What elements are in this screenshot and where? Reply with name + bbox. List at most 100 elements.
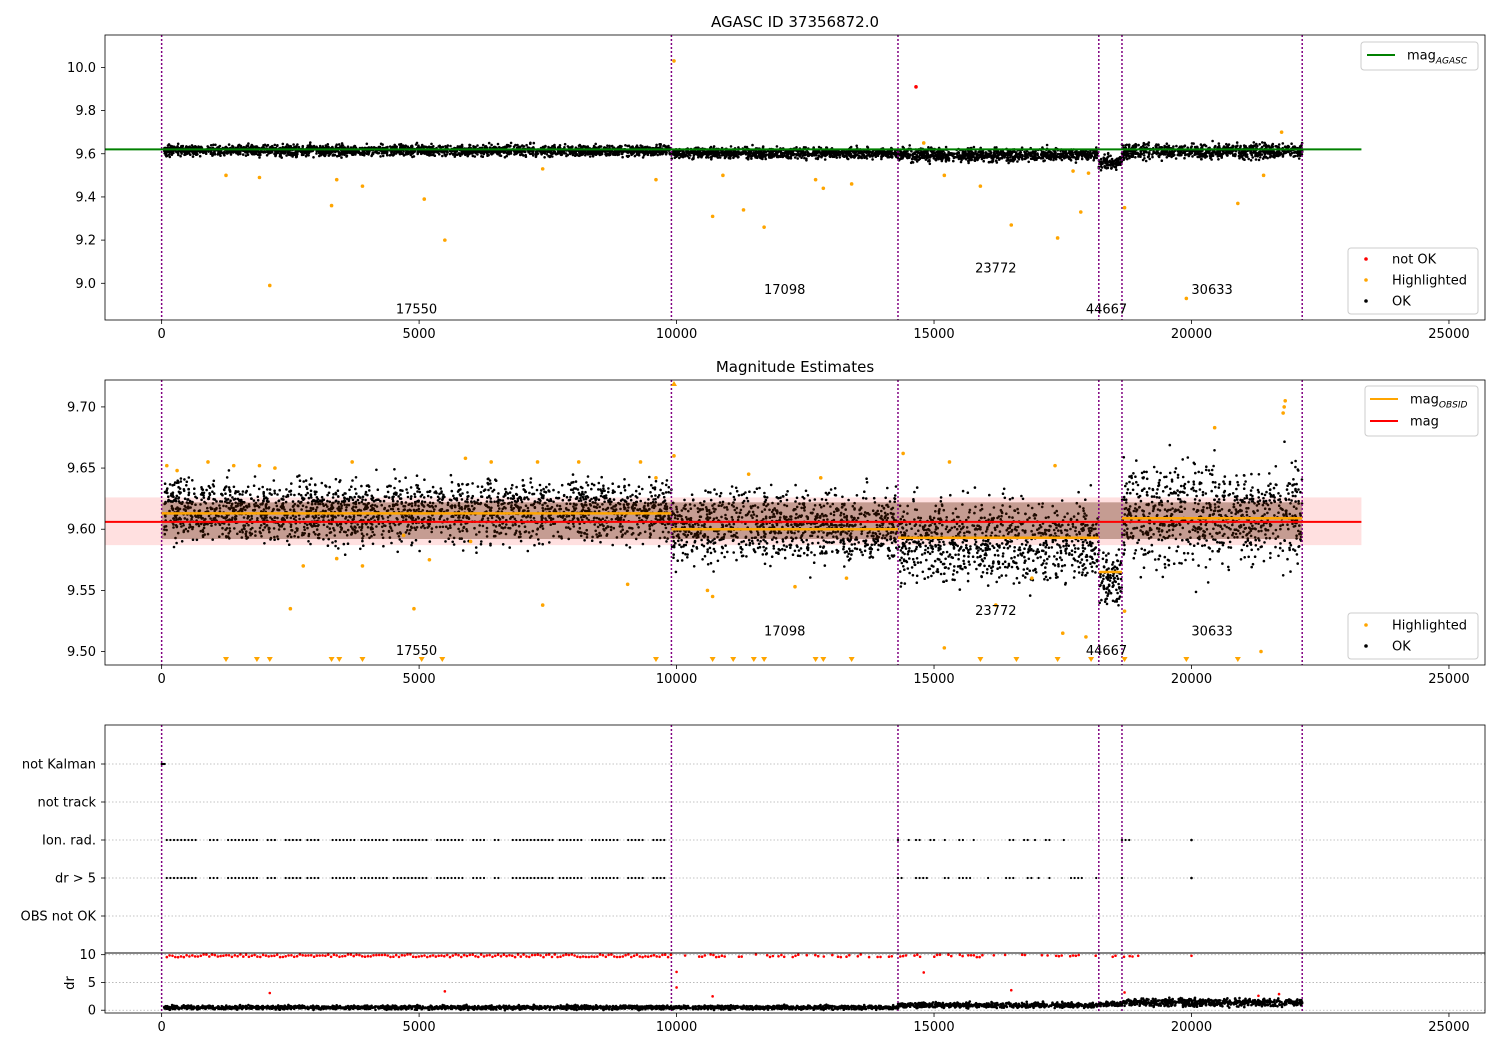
- panel1-ok-point: [750, 157, 753, 160]
- panel1-ok-point: [866, 146, 870, 149]
- panel1-ok-point: [861, 150, 864, 154]
- panel1-ok-point: [402, 144, 405, 148]
- panel1-ok-point: [812, 146, 815, 149]
- panel1-ok-point: [944, 159, 948, 162]
- panel1-ok-point: [611, 152, 614, 155]
- panel1-ok-point: [1117, 159, 1120, 162]
- panel1-ok-point: [199, 146, 202, 149]
- panel1-ok-point: [1015, 153, 1019, 156]
- panel1-ok-point: [421, 145, 424, 148]
- panel1-ok-point: [581, 153, 585, 156]
- panel1-ok-point: [586, 151, 590, 154]
- panel1-ok-point: [1052, 154, 1056, 158]
- panel1-ok-point: [764, 157, 767, 161]
- panel1-ok-point: [855, 144, 858, 148]
- panel1-ok-point: [1173, 153, 1176, 157]
- panel1-ok-point: [1160, 152, 1163, 156]
- panel1-ok-point: [1151, 153, 1154, 156]
- panel1-ok-point: [1174, 157, 1178, 160]
- panel1-ok-point: [1067, 155, 1071, 158]
- panel1-ok-point: [516, 143, 519, 147]
- panel1-ok-point: [994, 159, 998, 162]
- panel1-ok-point: [1183, 145, 1186, 148]
- panel1-ok-point: [806, 154, 810, 158]
- panel1-ok-point: [206, 145, 209, 148]
- panel1-ok-point: [505, 154, 509, 158]
- panel1-ok-point: [222, 151, 225, 154]
- panel1-ok-point: [1270, 144, 1274, 147]
- panel1-ok-point: [608, 144, 611, 148]
- panel1-ok-point: [278, 150, 281, 153]
- panel1-ok-point: [1172, 145, 1175, 148]
- panel1-ok-point: [852, 151, 855, 154]
- panel1-ok-point: [616, 153, 619, 157]
- panel1-ok-point: [1055, 155, 1059, 159]
- panel1-ok-point: [604, 152, 607, 156]
- panel1-ok-point: [740, 151, 743, 154]
- panel1-ok-point: [359, 151, 363, 155]
- panel1-ok-point: [345, 155, 348, 158]
- panel1-ok-point: [651, 153, 655, 157]
- panel1-ok-point: [961, 154, 964, 157]
- panel1-ok-point: [793, 156, 797, 159]
- panel1-ok-point: [258, 156, 261, 159]
- panel1-ok-point: [817, 145, 821, 149]
- panel1-ok-point: [486, 154, 489, 157]
- panel1-ok-point: [751, 143, 754, 147]
- panel1-ok-point: [194, 151, 197, 155]
- panel1-ok-point: [473, 155, 477, 158]
- panel1-ok-point: [335, 154, 339, 158]
- panel1-ok-point: [509, 144, 512, 148]
- panel1-ok-point: [218, 144, 222, 148]
- panel1-ok-point: [678, 153, 681, 156]
- panel1-ok-point: [1290, 142, 1293, 145]
- panel1-ok-point: [553, 143, 556, 147]
- panel1-ok-point: [485, 152, 489, 155]
- panel1-ok-point: [177, 153, 180, 157]
- panel1-ok-point: [535, 150, 538, 154]
- panel1-ok-point: [549, 154, 552, 157]
- panel1-ok-point: [312, 156, 315, 159]
- panel1-ok-point: [992, 155, 995, 159]
- panel1-ok-point: [430, 142, 433, 146]
- panel1-ok-point: [531, 154, 535, 157]
- panel1-ok-point: [972, 145, 976, 149]
- panel1-ok-point: [292, 143, 295, 146]
- panel1-ok-point: [498, 145, 501, 149]
- panel1-ok-point: [218, 153, 222, 156]
- panel1-ok-point: [321, 152, 324, 156]
- panel1-ok-point: [391, 145, 395, 149]
- panel1-ok-point: [606, 144, 609, 147]
- panel1-ok-point: [557, 150, 560, 154]
- panel1-ok-point: [967, 151, 971, 155]
- panel1-ok-point: [318, 144, 322, 148]
- panel1-ok-point: [566, 145, 570, 148]
- panel1-ok-point: [1110, 157, 1114, 161]
- panel1-ok-point: [780, 155, 784, 158]
- panel1-ok-point: [307, 154, 310, 157]
- panel1-ok-point: [1250, 151, 1253, 154]
- panel1-ok-point: [303, 150, 307, 154]
- panel1-ok-point: [699, 151, 703, 155]
- panel1-ok-point: [945, 153, 949, 156]
- panel1-ok-point: [1209, 156, 1212, 160]
- panel1-ok-point: [723, 150, 727, 153]
- panel1-ok-point: [468, 150, 472, 153]
- panel1-ok-point: [1220, 155, 1223, 158]
- panel1-ok-point: [1254, 154, 1258, 157]
- panel1-ok-point: [625, 154, 629, 158]
- panel1-ok-point: [1105, 167, 1108, 170]
- panel1-ok-point: [880, 155, 883, 158]
- panel1-ok-point: [1107, 155, 1110, 158]
- panel1-ok-point: [655, 143, 658, 147]
- panel1-ok-point: [964, 158, 968, 161]
- panel1-ok-point: [490, 143, 493, 147]
- panel1-ok-point: [1249, 159, 1253, 162]
- panel1-ok-point: [457, 152, 461, 156]
- panel1-ok-point: [379, 155, 382, 158]
- panel1-ok-point: [714, 154, 717, 157]
- panel1-ok-point: [168, 155, 172, 159]
- panel1-ok-point: [737, 146, 740, 149]
- panel1-ok-point: [760, 157, 763, 160]
- panel1-ok-point: [1251, 156, 1254, 159]
